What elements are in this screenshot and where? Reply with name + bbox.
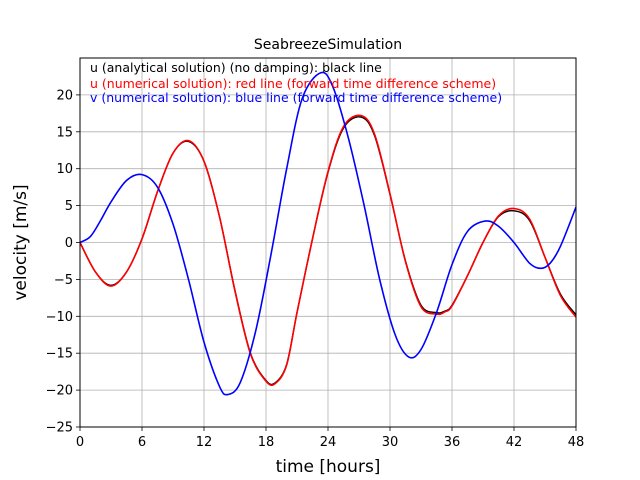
x-tick-label: 18 [258, 435, 275, 450]
series-line-u-numerical [80, 114, 576, 387]
x-tick-label: 0 [76, 435, 84, 450]
chart-title: SeabreezeSimulation [254, 37, 402, 53]
y-tick-label: 5 [65, 199, 73, 214]
y-tick-label: −15 [46, 347, 73, 362]
x-tick-label: 42 [506, 435, 523, 450]
y-tick-label: 15 [56, 125, 73, 140]
x-tick-label: 12 [196, 435, 213, 450]
x-tick-label: 48 [568, 435, 585, 450]
series-line-v-numerical [80, 71, 576, 396]
x-tick-label: 6 [138, 435, 146, 450]
annotation-analytical-u: u (analytical solution) (no damping): bl… [90, 60, 382, 75]
y-tick-label: 20 [56, 88, 73, 103]
annotation-numerical-u: u (numerical solution): red line (forwar… [90, 76, 496, 91]
y-tick-label: 0 [65, 236, 73, 251]
y-tick-label: −10 [46, 310, 73, 325]
plot-series [80, 71, 576, 396]
x-tick-label: 36 [444, 435, 461, 450]
x-tick-label: 30 [382, 435, 399, 450]
y-tick-label: −20 [46, 384, 73, 399]
y-tick-label: 10 [56, 162, 73, 177]
y-tick-label: −25 [46, 421, 73, 436]
y-axis-label: velocity [m/s] [11, 184, 31, 300]
annotation-numerical-v: v (numerical solution): blue line (forwa… [90, 90, 502, 105]
x-tick-label: 24 [320, 435, 337, 450]
axis-ticks: 0 6 12 18 24 30 36 42 48 −25 −20 −15 −10 −5 0 5 10 15 20 [46, 88, 585, 450]
y-tick-label: −5 [54, 273, 73, 288]
x-axis-label: time [hours] [276, 457, 381, 477]
